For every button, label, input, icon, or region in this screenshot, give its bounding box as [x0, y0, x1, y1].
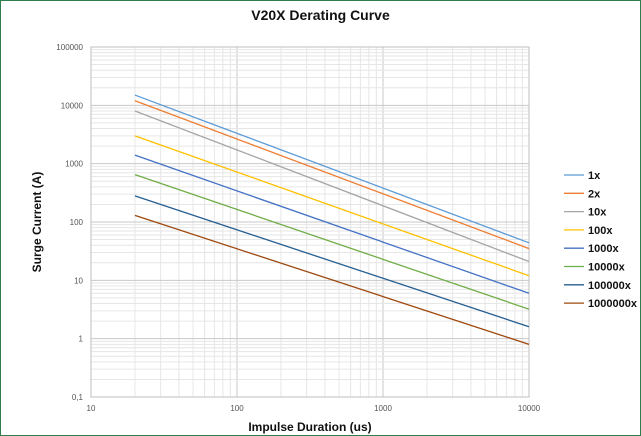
series-line-100000x: [134, 195, 530, 328]
y-tick-label: 10000: [61, 101, 84, 110]
legend-label: 10x: [588, 207, 607, 219]
legend-label: 1000000x: [588, 298, 638, 310]
x-tick-labels: 10 100 1000 10000: [87, 404, 541, 413]
series-line-1000x: [134, 154, 530, 294]
legend-label: 100000x: [588, 280, 632, 292]
series-line-2x: [134, 100, 530, 250]
x-tick-label: 100: [230, 404, 244, 413]
legend-label: 1000x: [588, 243, 619, 255]
y-tick-label: 1: [79, 335, 84, 344]
plot-area-border: [90, 46, 530, 398]
y-tick-label: 1000: [65, 160, 83, 169]
y-tick-label: 100000: [56, 43, 83, 52]
series-lines: [134, 94, 530, 345]
series-line-1000000x: [134, 214, 530, 345]
x-axis-title: Impulse Duration (us): [248, 420, 371, 434]
y-axis-title: Surge Current (A): [30, 172, 44, 273]
series-line-1x: [134, 94, 530, 244]
x-tick-label: 10000: [518, 404, 541, 413]
legend-label: 2x: [588, 188, 601, 200]
grid-lines: [90, 47, 529, 398]
legend-label: 10000x: [588, 262, 626, 274]
y-tick-labels: 0,1 1 10 100 1000 10000 100000: [56, 43, 83, 402]
y-tick-label: 10: [74, 276, 83, 285]
chart-title: V20X Derating Curve: [251, 7, 390, 23]
series-line-10000x: [134, 173, 530, 310]
legend-label: 100x: [588, 225, 613, 237]
series-line-10x: [134, 110, 530, 263]
x-tick-label: 1000: [374, 404, 392, 413]
series-line-100x: [134, 135, 530, 277]
legend-label: 1x: [588, 170, 601, 182]
legend: 1x 2x 10x 100x 1000x 10000x 100000x 1000000x: [564, 170, 638, 310]
x-tick-label: 10: [87, 404, 96, 413]
y-tick-label: 100: [70, 218, 84, 227]
y-tick-label: 0,1: [72, 393, 84, 402]
